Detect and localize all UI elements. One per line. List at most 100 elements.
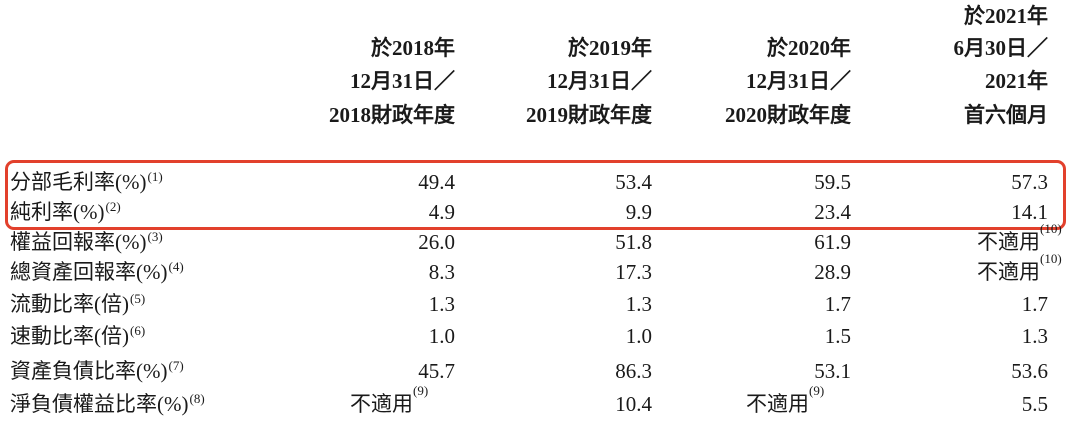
row-label-text: 純利率(%) <box>10 200 105 224</box>
cell-value: 8.3 <box>428 260 455 284</box>
cell-value: 1.5 <box>824 324 851 348</box>
cell-value: 不適用 (10) <box>977 221 1062 254</box>
cell-value: 28.9 <box>814 260 851 284</box>
cell: 45.7 <box>418 361 455 382</box>
cell: 28.9 <box>814 262 851 283</box>
row-label: 流動比率(倍)(5) <box>10 292 145 316</box>
footnote-ref: (9) <box>413 383 429 398</box>
cell: 53.6 <box>1011 361 1048 382</box>
column-header: 12月31日／ <box>547 69 652 93</box>
cell: 1.3 <box>626 294 652 315</box>
cell: 1.3 <box>1022 326 1048 347</box>
column-header: 2021年 <box>985 69 1048 93</box>
row-label-text: 速動比率(倍) <box>10 324 129 348</box>
column-header: 2019財政年度 <box>526 103 652 127</box>
cell-value: 1.3 <box>428 292 455 316</box>
row-label-text: 權益回報率(%) <box>10 230 147 254</box>
cell-value: 9.9 <box>625 200 652 224</box>
cell-value: 51.8 <box>615 230 652 254</box>
cell: 9.9 <box>626 202 652 223</box>
cell-value: 10.4 <box>615 392 652 416</box>
cell: 61.9 <box>814 232 851 253</box>
cell-value: 59.5 <box>814 170 851 194</box>
footnote-ref: (7) <box>168 358 184 373</box>
cell: 5.5 <box>1022 394 1048 415</box>
column-header: 6月30日／ <box>953 36 1049 60</box>
column-header: 於2019年 <box>568 36 652 60</box>
cell: 1.5 <box>825 326 851 347</box>
cell: 59.5 <box>814 172 851 193</box>
cell: 1.3 <box>429 294 455 315</box>
cell: 26.0 <box>418 232 455 253</box>
row-label-text: 淨負債權益比率(%) <box>10 392 189 416</box>
cell: 1.7 <box>1022 294 1048 315</box>
cell-value: 4.9 <box>428 200 455 224</box>
footnote-ref: (10) <box>1040 251 1062 266</box>
column-header: 於2021年 <box>964 4 1048 28</box>
footnote-ref: (9) <box>809 383 825 398</box>
cell-value: 1.7 <box>824 292 851 316</box>
cell: 1.0 <box>626 326 652 347</box>
cell: 4.9 <box>429 202 455 223</box>
row-label: 淨負債權益比率(%)(8) <box>10 391 205 416</box>
cell-value: 1.3 <box>625 292 652 316</box>
cell-value: 45.7 <box>418 359 455 383</box>
cell: 23.4 <box>814 202 851 223</box>
row-label: 純利率(%)(2) <box>10 199 121 224</box>
footnote-ref: (2) <box>105 199 121 214</box>
row-label-text: 分部毛利率(%) <box>10 170 147 194</box>
cell-value: 1.0 <box>428 324 455 348</box>
footnote-ref: (8) <box>189 391 205 406</box>
footnote-ref: (6) <box>130 323 146 338</box>
cell-value: 26.0 <box>418 230 455 254</box>
cell: 不適用 (10) <box>977 221 1062 254</box>
row-label: 速動比率(倍)(6) <box>10 323 146 348</box>
cell-value: 不適用 (9) <box>350 383 429 416</box>
footnote-ref: (4) <box>168 259 184 274</box>
cell: 1.0 <box>429 326 455 347</box>
cell-value: 不適用 (9) <box>746 383 825 416</box>
cell-value: 5.5 <box>1021 392 1048 416</box>
column-header: 12月31日／ <box>350 69 455 93</box>
footnote-ref: (3) <box>147 229 163 244</box>
cell: 86.3 <box>615 361 652 382</box>
cell: 57.3 <box>1011 172 1048 193</box>
row-label: 權益回報率(%)(3) <box>10 229 163 254</box>
cell-value: 49.4 <box>418 170 455 194</box>
cell: 53.1 <box>814 361 851 382</box>
row-label: 總資產回報率(%)(4) <box>10 259 184 284</box>
cell: 49.4 <box>418 172 455 193</box>
cell: 14.1 <box>1011 202 1048 223</box>
cell-value: 53.1 <box>814 359 851 383</box>
highlight-box <box>5 160 1066 230</box>
row-label: 資產負債比率(%)(7) <box>10 358 184 383</box>
cell-value: 14.1 <box>1011 200 1048 224</box>
cell: 不適用 (10) <box>977 251 1062 284</box>
footnote-ref: (1) <box>147 169 163 184</box>
cell: 10.4 <box>615 394 652 415</box>
cell: 8.3 <box>429 262 455 283</box>
footnote-ref: (10) <box>1040 221 1062 236</box>
cell-value: 57.3 <box>1011 170 1048 194</box>
column-header: 2020財政年度 <box>725 103 851 127</box>
cell-value: 不適用 (10) <box>977 251 1062 284</box>
column-header: 12月31日／ <box>746 69 851 93</box>
cell: 51.8 <box>615 232 652 253</box>
cell-value: 53.4 <box>615 170 652 194</box>
cell: 不適用 (9) <box>746 383 825 416</box>
cell-value: 1.0 <box>625 324 652 348</box>
column-header: 2018財政年度 <box>329 103 455 127</box>
column-header: 於2018年 <box>371 36 455 60</box>
cell: 17.3 <box>615 262 652 283</box>
cell-value: 53.6 <box>1011 359 1048 383</box>
cell-value: 61.9 <box>814 230 851 254</box>
cell: 53.4 <box>615 172 652 193</box>
row-label-text: 總資產回報率(%) <box>10 260 168 284</box>
cell-value: 23.4 <box>814 200 851 224</box>
column-header: 首六個月 <box>964 103 1048 127</box>
cell-value: 86.3 <box>615 359 652 383</box>
row-label-text: 資產負債比率(%) <box>10 359 168 383</box>
row-label-text: 流動比率(倍) <box>10 292 129 316</box>
cell-value: 17.3 <box>615 260 652 284</box>
